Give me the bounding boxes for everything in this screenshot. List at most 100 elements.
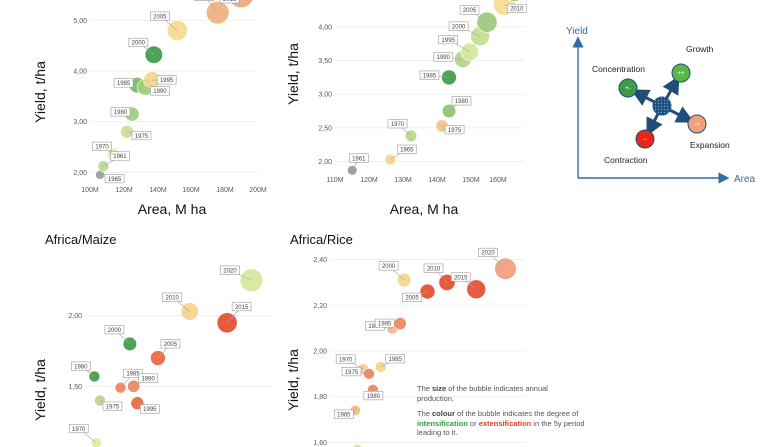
year-label: 1995 [442, 38, 456, 44]
y-tick-label: 2,20 [313, 303, 327, 310]
y-tick-label: 1,80 [313, 394, 327, 401]
year-label-box [150, 86, 170, 96]
x-tick-label: 140M [149, 187, 167, 194]
year-label: 2005 [164, 342, 178, 348]
year-label: 1965 [400, 148, 414, 154]
legend-extensification: extensification [478, 418, 532, 428]
year-label: 1990 [437, 55, 451, 61]
x-tick-label: 130M [394, 177, 412, 184]
chart-panel-1: 2,00 3,00 4,00 5,00 100M 120M 140M 160M 180M 200M… [32, 0, 267, 217]
year-label-box [160, 339, 181, 349]
year-label-box [162, 292, 183, 302]
contraction-label: Contraction [604, 155, 648, 165]
year-label-box [438, 35, 459, 45]
x-tick-label: 120M [115, 187, 133, 194]
bubble-1961 [352, 444, 362, 447]
year-label-box [385, 354, 406, 364]
y-axis-title: Yield, t/ha [32, 61, 48, 123]
year-label-box [419, 70, 440, 80]
year-label-box [335, 354, 356, 364]
year-label-box [71, 361, 91, 371]
x-tick-label: 150M [462, 177, 480, 184]
legend-intensification: intensification [417, 418, 468, 428]
expansion-sign: -+ [694, 122, 700, 128]
year-label-box [444, 125, 465, 135]
year-label: 2010 [166, 295, 180, 301]
year-label-box [102, 401, 123, 411]
year-label: 1961 [352, 156, 366, 162]
year-label: 1985 [389, 357, 403, 363]
year-label-box [450, 272, 471, 282]
year-label-box [104, 325, 125, 335]
year-label-box [378, 261, 399, 271]
year-label: 1980 [455, 99, 469, 105]
year-label: 1975 [345, 370, 359, 376]
year-label: 2005 [463, 8, 477, 14]
year-label-box [433, 52, 454, 62]
x-axis-title: Area, M ha [138, 201, 207, 217]
contraction-sign: -- [643, 137, 647, 143]
y-tick-label: 2,00 [73, 170, 87, 177]
year-label: 2015 [454, 275, 468, 281]
year-label-box [506, 3, 527, 14]
year-label: 2000 [382, 264, 396, 270]
y-tick-label: 3,00 [318, 92, 332, 99]
year-label-box [92, 141, 112, 151]
concentration-label: Concentration [592, 64, 645, 74]
y-axis-title: Yield, t/ha [32, 359, 48, 421]
y-tick-label: 3,50 [318, 58, 332, 65]
year-label: 1985 [126, 372, 140, 378]
year-label: 2000 [108, 328, 122, 334]
bubble-1970 [90, 437, 102, 447]
expansion-node [687, 114, 707, 134]
y-tick-label: 1,60 [313, 440, 327, 447]
y-tick-label: 2,00 [313, 349, 327, 356]
year-label-box [448, 21, 469, 31]
year-label: 1965 [337, 412, 351, 418]
bubble-1961 [347, 165, 358, 176]
bubble-2005 [476, 11, 498, 33]
contraction-node [635, 129, 655, 149]
y-tick-label: 2,00 [318, 159, 332, 166]
year-label-box [363, 391, 384, 401]
x-tick-label: 160M [489, 177, 507, 184]
y-tick-label: 2,50 [318, 125, 332, 132]
year-label-box [387, 119, 408, 129]
y-tick-label: 3,00 [73, 119, 87, 126]
year-label-box [138, 373, 158, 383]
year-label: 2010 [427, 266, 441, 272]
year-label-box [194, 0, 214, 1]
y-tick-label: 2,00 [68, 313, 82, 320]
concentration-arrow [630, 89, 655, 106]
year-label-box [113, 78, 134, 88]
year-label: 1990 [141, 376, 155, 382]
contraction-arrow [646, 113, 663, 137]
quadrant-diagram: Yield Area ++ Growth +- Concentration -+ Expans… [566, 26, 756, 185]
x-tick-label: 110M [327, 177, 344, 184]
year-label: 2020 [481, 251, 495, 257]
chart-panel-4: 1,60 1,80 2,00 2,20 2,40 Yield, t/ha Africa/Ri… [285, 232, 525, 447]
year-label-box [478, 247, 498, 258]
year-label: 1995 [160, 78, 174, 84]
legend-colour-text: The colour of the bubble indicates the d… [417, 409, 585, 437]
x-tick-label: 160M [182, 187, 200, 194]
year-label: 1975 [135, 134, 149, 140]
bubble-2005 [166, 19, 188, 41]
chart-panel-2: 2,00 2,50 3,00 3,50 4,00 110M 120M 130M 140M 150M… [285, 0, 527, 217]
chart-panel-3: 1,50 2,00 Yield, t/ha Africa/Maize 1970 1975 1… [32, 232, 272, 447]
year-label: 1970 [339, 357, 353, 363]
y-tick-label: 4,00 [318, 24, 332, 31]
year-label: 1985 [423, 73, 437, 79]
y-tick-label: 1,50 [68, 384, 82, 391]
bubble-legend: The size of the bubble indicates annual … [417, 384, 587, 444]
year-label-box [451, 96, 472, 106]
year-label: 2005 [405, 296, 419, 302]
x-tick-label: 200M [249, 187, 267, 194]
year-label: 2010 [198, 0, 212, 1]
year-label-box [150, 11, 170, 21]
growth-label: Growth [686, 44, 714, 54]
year-label-box [68, 423, 89, 434]
year-label: 1980 [114, 110, 128, 116]
chart-title: Africa/Maize [45, 232, 117, 247]
year-label-box [128, 37, 149, 48]
